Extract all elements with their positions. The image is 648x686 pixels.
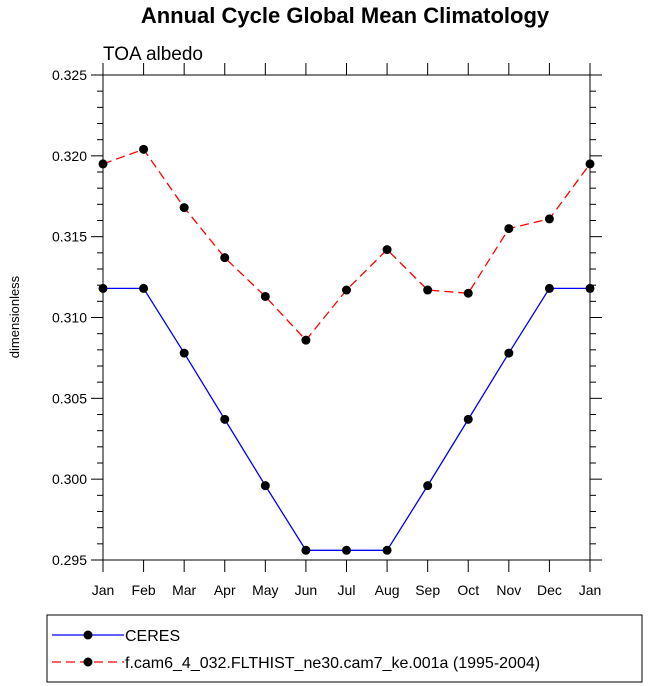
data-point [301,545,311,555]
data-point [423,481,433,491]
chart-title: Annual Cycle Global Mean Climatology [141,3,550,28]
data-point [463,414,473,424]
data-point [382,545,392,555]
legend: CERES f.cam6_4_032.FLTHIST_ne30.cam7_ke.0… [46,614,643,683]
x-tick-label: Oct [457,582,479,598]
legend-box [46,614,643,683]
data-point [544,283,554,293]
y-tick-label: 0.295 [52,552,87,568]
chart-subtitle: TOA albedo [103,44,203,65]
x-tick-label: Feb [132,582,156,598]
y-tick-label: 0.325 [52,67,87,83]
y-axis-label: dimensionless [7,275,22,358]
y-tick-label: 0.310 [52,310,87,326]
x-tick-label: Jul [338,582,356,598]
data-point [544,214,554,224]
data-point [220,253,230,263]
x-tick-label: Jan [92,582,115,598]
data-point [342,545,351,555]
x-tick-label: Apr [214,582,236,598]
x-tick-label: May [252,582,278,598]
data-point [504,348,514,358]
y-tick-label: 0.300 [52,471,87,487]
series-line-0 [103,287,590,551]
data-point [139,283,149,293]
x-tick-label: Mar [172,582,196,598]
data-point [260,291,270,301]
data-point [139,144,149,154]
data-point [423,285,433,295]
data-point [342,285,351,295]
legend-label-0: CERES [125,628,180,645]
x-tick-label: Aug [375,582,400,598]
data-point [179,348,189,358]
data-point [382,245,392,255]
legend-marker-1 [83,657,93,667]
data-point [585,159,595,169]
plot-frame [102,74,591,561]
data-point [301,335,311,345]
data-point [220,414,230,424]
data-point [179,203,189,213]
x-tick-label: Dec [537,582,562,598]
legend-label-1: f.cam6_4_032.FLTHIST_ne30.cam7_ke.001a (… [125,655,540,672]
y-tick-label: 0.305 [52,390,87,406]
series-line-1 [102,148,591,342]
data-point [98,283,108,293]
data-point [98,159,108,169]
plot-area: 0.295 0.300 0.305 0.310 0.315 0.320 0.325 Jan Fe… [52,63,602,598]
x-tick-label: Jan [579,582,602,598]
x-tick-label: Nov [496,582,521,598]
data-point [504,224,514,234]
data-point [463,288,473,298]
data-point [260,481,270,491]
x-tick-label: Sep [415,582,440,598]
x-tick-label: Jun [295,582,318,598]
y-tick-label: 0.320 [52,148,87,164]
legend-marker-0 [83,630,93,640]
y-tick-label: 0.315 [52,229,87,245]
data-point [585,283,595,293]
